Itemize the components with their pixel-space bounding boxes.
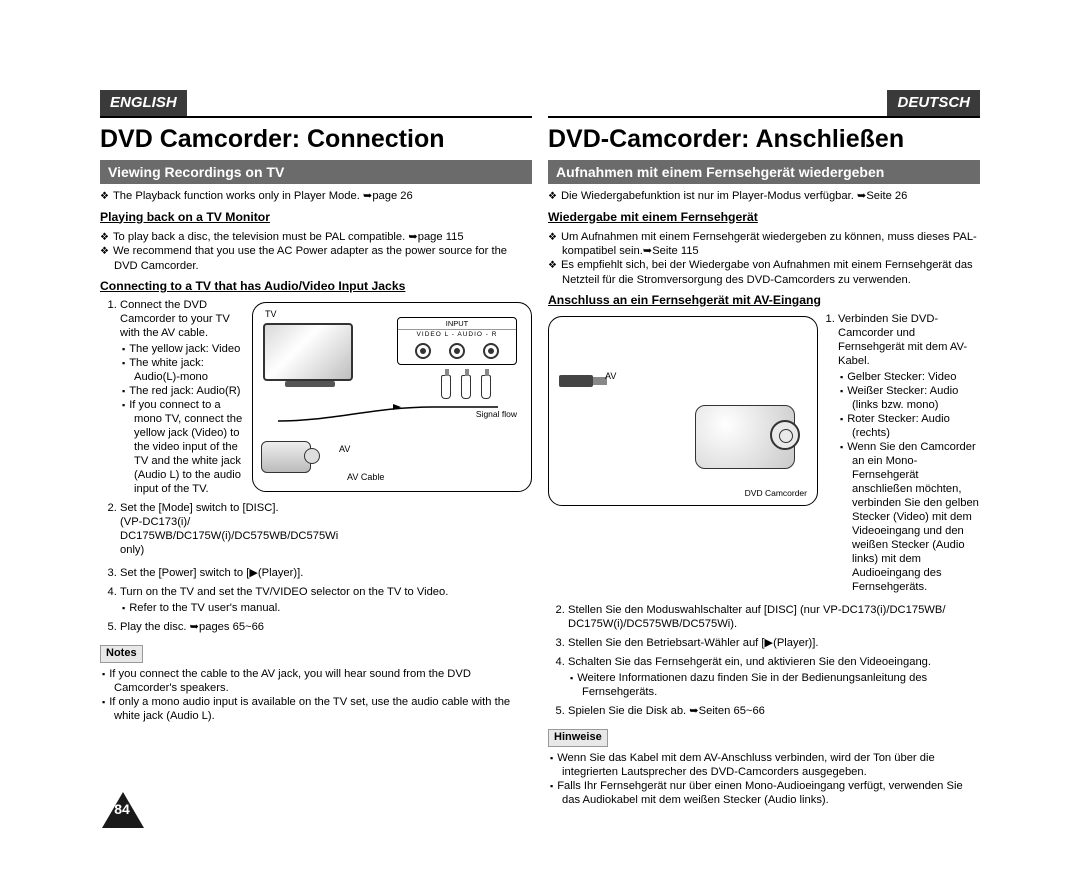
de-s1b1: Um Aufnahmen mit einem Fernsehgerät wied… xyxy=(562,230,980,259)
de-step1d: Wenn Sie den Camcorder an ein Mono-Ferns… xyxy=(852,440,980,594)
jack-labels: VIDEO L - AUDIO - R xyxy=(398,330,516,339)
cable-line xyxy=(273,403,503,425)
diagram-tv-label: TV xyxy=(265,309,277,320)
notes-label-de: Hinweise xyxy=(548,729,608,747)
de-s1b2: Es empfiehlt sich, bei der Wiedergabe vo… xyxy=(562,258,980,287)
camcorder-caption: DVD Camcorder xyxy=(745,488,807,499)
manual-page: ENGLISH DVD Camcorder: Connection Viewin… xyxy=(100,90,980,811)
av-label: AV xyxy=(339,444,350,455)
en-note1: If you connect the cable to the AV jack,… xyxy=(114,667,532,695)
subhead-en-1: Playing back on a TV Monitor xyxy=(100,210,532,225)
intro-en: The Playback function works only in Play… xyxy=(114,189,532,204)
en-step4a: Refer to the TV user's manual. xyxy=(134,601,532,615)
tv-illustration xyxy=(263,323,353,381)
jack-video xyxy=(415,343,431,359)
en-step4-text: Turn on the TV and set the TV/VIDEO sele… xyxy=(120,586,448,598)
en-s1b2: We recommend that you use the AC Power a… xyxy=(114,244,532,273)
en-step3: Set the [Power] switch to [▶(Player)]. xyxy=(120,566,532,580)
de-step1c: Roter Stecker: Audio (rechts) xyxy=(852,412,980,440)
input-panel: INPUT VIDEO L - AUDIO - R xyxy=(397,317,517,365)
de-step1: Verbinden Sie DVD-Camcorder und Fernsehg… xyxy=(838,312,980,594)
subhead-de-1: Wiedergabe mit einem Fernsehgerät xyxy=(548,210,980,225)
en-step1-lead: Connect the DVD Camcorder to your TV wit… xyxy=(120,299,230,339)
av-label-de: AV xyxy=(605,371,616,382)
connection-diagram: TV INPUT VIDEO L - AUDIO - R xyxy=(252,302,532,492)
section-bar-deutsch: Aufnahmen mit einem Fernsehgerät wiederg… xyxy=(548,160,980,184)
de-step5: Spielen Sie die Disk ab. ➥Seiten 65~66 xyxy=(568,704,980,718)
subhead-de-2: Anschluss an ein Fernsehgerät mit AV-Ein… xyxy=(548,293,980,308)
de-step4-text: Schalten Sie das Fernsehgerät ein, und a… xyxy=(568,656,931,668)
camcorder-illustration: DVD Camcorder AV xyxy=(548,316,818,506)
subhead-en-2: Connecting to a TV that has Audio/Video … xyxy=(100,279,532,294)
notes-label-en: Notes xyxy=(100,645,143,663)
en-step5: Play the disc. ➥pages 65~66 xyxy=(120,620,532,634)
de-step4a: Weitere Informationen dazu finden Sie in… xyxy=(582,671,980,699)
en-note2: If only a mono audio input is available … xyxy=(114,695,532,723)
lang-tab-deutsch: DEUTSCH xyxy=(887,90,980,116)
lang-tab-english: ENGLISH xyxy=(100,90,187,116)
page-number-badge: 84 xyxy=(100,790,146,830)
column-deutsch: DEUTSCH DVD-Camcorder: Anschließen Aufna… xyxy=(548,90,980,811)
jack-audio-r xyxy=(483,343,499,359)
en-s1b1: To play back a disc, the television must… xyxy=(114,230,532,245)
title-deutsch: DVD-Camcorder: Anschließen xyxy=(548,118,980,158)
camcorder-large xyxy=(695,405,805,485)
de-note2: Falls Ihr Fernsehgerät nur über einen Mo… xyxy=(562,779,980,807)
input-title: INPUT xyxy=(398,318,516,330)
rca-plugs xyxy=(441,375,491,399)
de-step3: Stellen Sie den Betriebsart-Wähler auf [… xyxy=(568,636,980,650)
camcorder-mini-illustration xyxy=(261,441,315,481)
column-english: ENGLISH DVD Camcorder: Connection Viewin… xyxy=(100,90,532,811)
de-step1b: Weißer Stecker: Audio (links bzw. mono) xyxy=(852,384,980,412)
en-step4: Turn on the TV and set the TV/VIDEO sele… xyxy=(120,585,532,615)
de-step1-lead: Verbinden Sie DVD-Camcorder und Fernsehg… xyxy=(838,313,967,367)
page-number: 84 xyxy=(100,790,144,828)
section-bar-english: Viewing Recordings on TV xyxy=(100,160,532,184)
de-step4: Schalten Sie das Fernsehgerät ein, und a… xyxy=(568,655,980,699)
intro-de: Die Wiedergabefunktion ist nur im Player… xyxy=(562,189,980,204)
de-step1a: Gelber Stecker: Video xyxy=(852,370,980,384)
jack-audio-l xyxy=(449,343,465,359)
title-english: DVD Camcorder: Connection xyxy=(100,118,532,158)
en-step2: Set the [Mode] switch to [DISC]. (VP-DC1… xyxy=(120,501,285,557)
de-note1: Wenn Sie das Kabel mit dem AV-Anschluss … xyxy=(562,751,980,779)
de-step2: Stellen Sie den Moduswahlschalter auf [D… xyxy=(568,603,980,631)
av-cable-caption: AV Cable xyxy=(347,472,384,483)
